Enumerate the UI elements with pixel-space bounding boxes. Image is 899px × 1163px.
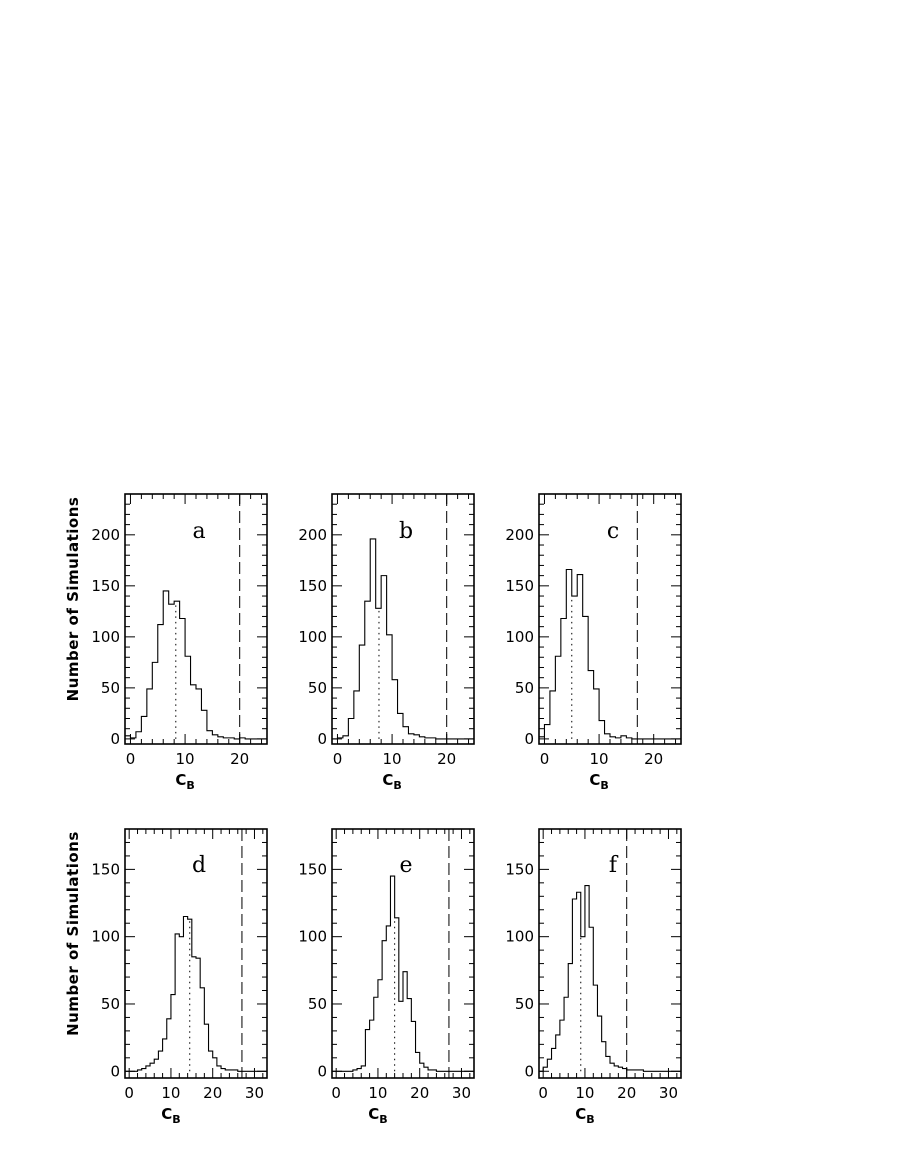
panel-d-ytick-label: 50 [101,995,120,1013]
panel-c-xtick-label: 20 [644,750,663,768]
panel-d-ytick-label: 150 [91,860,120,878]
panel-f-xtick-label: 30 [659,1084,678,1102]
panel-a-ytick-label: 200 [91,526,120,544]
panel-a-xtick-label: 10 [176,750,195,768]
panel-c-letter: c [607,519,619,544]
panel-f-xtick-label: 0 [538,1084,548,1102]
panel-d-xtick-label: 30 [245,1084,264,1102]
panel-d-ylabel: Number of Simulations [64,831,82,1036]
panel-d-xlabel: CB [161,1105,180,1126]
panel-d-ytick-label: 100 [91,928,120,946]
panel-b-ytick-label: 100 [298,628,327,646]
panel-e-xtick-label: 20 [410,1084,429,1102]
panel-e-histogram-steps [332,875,474,1072]
panel-f-xlabel: CB [575,1105,594,1126]
panel-b-xtick-label: 10 [383,750,402,768]
panel-e-letter: e [399,853,412,878]
panel-b-ytick-label: 0 [317,730,327,748]
panel-b-letter: b [399,519,413,544]
panel-c-ytick-label: 0 [524,730,534,748]
panel-b-xtick-label: 20 [437,750,456,768]
panel-d-histogram: 0 10 20 30 0 50 100 150 d CB Number of Simulations [64,828,268,1126]
panel-f-ytick-label: 0 [524,1062,534,1080]
panel-f-histogram-steps [539,884,681,1072]
panel-c-histogram-steps [539,568,681,740]
panel-c-ytick-label: 50 [515,679,534,697]
panel-d-histogram-steps [125,915,267,1072]
panel-b-ytick-label: 200 [298,526,327,544]
panel-c-ytick-label: 200 [505,526,534,544]
panel-a-xtick-label: 0 [126,750,136,768]
panel-f-ytick-label: 50 [515,995,534,1013]
panel-f-xtick-label: 10 [575,1084,594,1102]
panel-e-xlabel: CB [368,1105,387,1126]
panel-b-histogram-steps [332,538,474,740]
panel-a-ytick-label: 150 [91,577,120,595]
panel-c-xtick-label: 0 [540,750,550,768]
panel-a-letter: a [192,519,205,544]
panel-e-xtick-label: 0 [331,1084,341,1102]
panel-c-ytick-label: 150 [505,577,534,595]
panel-d-ytick-label: 0 [110,1062,120,1080]
panel-f-histogram: 0 10 20 30 0 50 100 150 f CB [505,828,682,1126]
panel-a-xtick-label: 20 [230,750,249,768]
panel-e-xtick-label: 10 [368,1084,387,1102]
panel-b-xtick-label: 0 [333,750,343,768]
panel-b-ytick-label: 50 [308,679,327,697]
panel-a-ylabel: Number of Simulations [64,497,82,702]
panel-f-xtick-label: 20 [617,1084,636,1102]
panel-d-letter: d [192,853,206,878]
panel-d-xtick-label: 20 [203,1084,222,1102]
panel-c-ytick-label: 100 [505,628,534,646]
panel-e-ytick-label: 0 [317,1062,327,1080]
panel-a-ytick-label: 0 [110,730,120,748]
panel-e-xtick-label: 30 [452,1084,471,1102]
panel-e-ytick-label: 50 [308,995,327,1013]
panel-b-xlabel: CB [382,771,401,792]
panel-d-xtick-label: 0 [124,1084,134,1102]
panel-d-xtick-label: 10 [161,1084,180,1102]
panel-e-histogram: 0 10 20 30 0 50 100 150 e CB [298,828,475,1126]
panel-a-ytick-label: 100 [91,628,120,646]
panel-a-histogram-steps [125,590,267,740]
panel-c-xlabel: CB [589,771,608,792]
panel-f-ytick-label: 100 [505,928,534,946]
panel-e-ytick-label: 150 [298,860,327,878]
panel-e-ytick-label: 100 [298,928,327,946]
panel-a-xlabel: CB [175,771,194,792]
panel-a-ytick-label: 50 [101,679,120,697]
panel-f-letter: f [609,853,619,878]
panel-b-ytick-label: 150 [298,577,327,595]
panel-f-ytick-label: 150 [505,860,534,878]
panel-c-xtick-label: 10 [590,750,609,768]
